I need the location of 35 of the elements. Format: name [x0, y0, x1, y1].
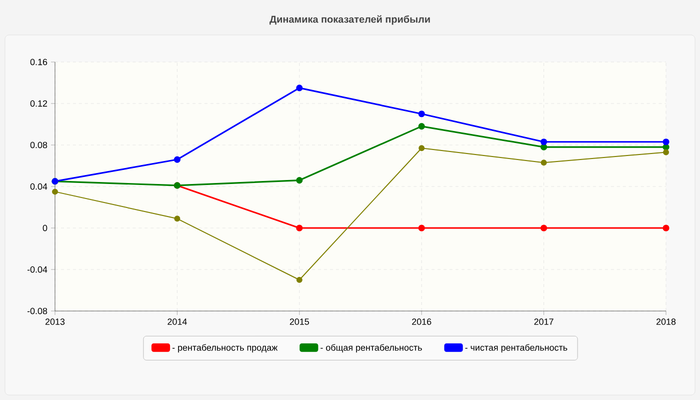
y-tick-label: 0.08 — [30, 142, 48, 148]
point — [418, 224, 425, 232]
y-tick-label: 0 — [42, 224, 48, 232]
legend-label: - рентабельность продаж — [172, 344, 278, 353]
point — [662, 138, 670, 146]
x-tick-label: 2013 — [45, 318, 65, 325]
point — [174, 216, 180, 222]
legend-label: - общая рентабельность — [320, 344, 422, 353]
point — [662, 224, 670, 232]
point — [540, 160, 547, 166]
point — [52, 188, 58, 195]
y-tick-label: -0.04 — [27, 266, 48, 273]
point — [663, 149, 670, 156]
x-tick-label: 2017 — [534, 318, 554, 325]
point — [540, 144, 548, 150]
point — [418, 123, 425, 130]
point — [418, 110, 425, 118]
y-tick-label: 0.04 — [30, 183, 48, 190]
point — [296, 84, 303, 92]
y-tick-label: -0.08 — [27, 308, 48, 314]
x-tick-label: 2016 — [412, 318, 432, 325]
x-tick-label: 2014 — [168, 318, 187, 325]
y-tick-label: 0.16 — [30, 58, 48, 66]
chart-title: Динамика показателей прибыли — [270, 15, 430, 25]
legend-label: - чистая рентабельность — [465, 344, 568, 353]
point — [540, 224, 548, 232]
point — [174, 156, 181, 163]
point — [296, 224, 303, 232]
x-tick-label: 2015 — [290, 318, 309, 325]
point — [296, 176, 303, 184]
x-tick-label: 2018 — [656, 318, 676, 325]
point — [540, 138, 548, 146]
point — [296, 276, 302, 283]
point — [418, 145, 425, 152]
y-tick-label: 0.12 — [30, 100, 48, 107]
